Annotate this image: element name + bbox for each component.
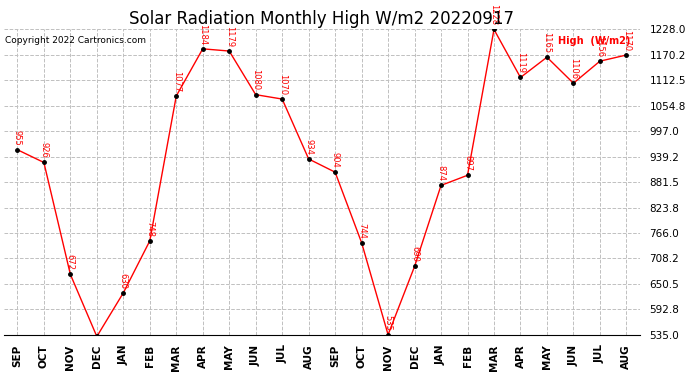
Text: 531: 531 — [0, 374, 1, 375]
Text: 1077: 1077 — [172, 70, 181, 92]
Text: 1119: 1119 — [516, 52, 525, 73]
Text: 904: 904 — [331, 152, 339, 168]
Text: 1070: 1070 — [277, 74, 286, 95]
Text: 1170: 1170 — [622, 30, 631, 51]
Text: 955: 955 — [13, 130, 22, 146]
Text: Copyright 2022 Cartronics.com: Copyright 2022 Cartronics.com — [6, 36, 146, 45]
Text: 1228: 1228 — [489, 4, 498, 25]
Text: 874: 874 — [437, 165, 446, 181]
Text: 690: 690 — [410, 246, 419, 262]
Text: 672: 672 — [66, 254, 75, 270]
Text: 897: 897 — [463, 155, 472, 171]
Text: 748: 748 — [146, 221, 155, 237]
Text: 1106: 1106 — [569, 58, 578, 79]
Text: 744: 744 — [357, 223, 366, 238]
Text: 535: 535 — [384, 315, 393, 331]
Text: 1156: 1156 — [595, 36, 604, 57]
Text: 1184: 1184 — [198, 24, 207, 45]
Text: 630: 630 — [119, 273, 128, 289]
Text: 1080: 1080 — [251, 69, 260, 90]
Title: Solar Radiation Monthly High W/m2 20220917: Solar Radiation Monthly High W/m2 202209… — [130, 10, 514, 28]
Text: 1179: 1179 — [225, 26, 234, 47]
Text: 926: 926 — [39, 142, 48, 158]
Text: High  (W/m2): High (W/m2) — [558, 36, 630, 46]
Text: 1165: 1165 — [542, 32, 551, 53]
Text: 934: 934 — [304, 139, 313, 155]
